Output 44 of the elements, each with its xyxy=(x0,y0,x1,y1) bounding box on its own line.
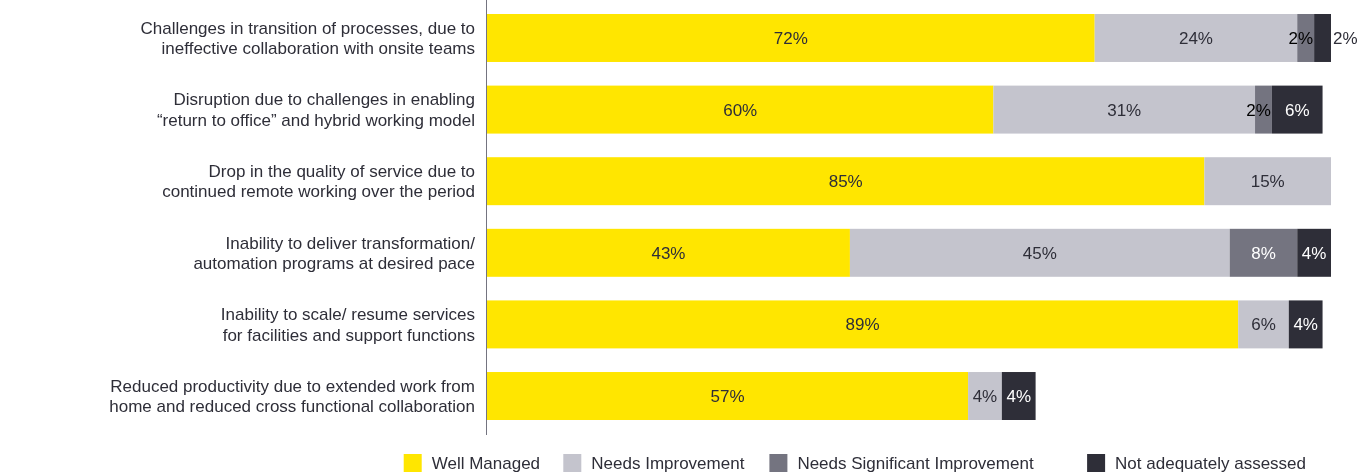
data-label: 45% xyxy=(1022,243,1057,263)
bar xyxy=(1001,372,1036,420)
bar xyxy=(1271,85,1323,134)
data-label: 8% xyxy=(1251,243,1276,263)
legend-label: Needs Improvement xyxy=(591,453,745,473)
bar xyxy=(968,372,1002,420)
legend-label: Needs Significant Improvement xyxy=(797,453,1034,473)
data-label: 6% xyxy=(1284,100,1310,120)
bar xyxy=(849,228,1230,277)
data-label: 72% xyxy=(773,28,808,48)
legend-label: Not adequately assessed xyxy=(1115,453,1307,473)
data-label: 4% xyxy=(972,386,998,406)
bar xyxy=(1314,14,1331,62)
data-label: 4% xyxy=(1293,315,1318,335)
bar xyxy=(1238,300,1289,349)
bar xyxy=(1297,228,1331,277)
bar xyxy=(487,228,850,277)
data-label: 31% xyxy=(1107,100,1142,120)
bar xyxy=(487,85,994,134)
data-label: 43% xyxy=(651,243,686,263)
data-label: 57% xyxy=(710,386,745,406)
y-tick-label: Challenges in transition of processes, due to ineffective collaboration with onsite teams xyxy=(140,18,475,59)
bar xyxy=(487,14,1095,62)
data-label: 24% xyxy=(1178,28,1213,48)
y-tick-label: Drop in the quality of service due to continued remote working over the period xyxy=(162,161,475,202)
y-tick-label: Reduced productivity due to extended work from home and reduced cross functional collaboration xyxy=(109,376,475,417)
bar xyxy=(1229,228,1298,277)
data-label: 60% xyxy=(723,100,758,120)
bar xyxy=(487,372,969,420)
data-label: 4% xyxy=(1301,243,1327,263)
bar xyxy=(1204,157,1331,206)
y-tick-label: Inability to deliver transformation/ automation programs at desired pace xyxy=(193,233,476,273)
legend-label: Well Managed xyxy=(431,453,541,473)
data-label: 2% xyxy=(1333,28,1358,48)
bar xyxy=(1288,300,1323,349)
bar xyxy=(487,300,1239,349)
y-tick-label: Disruption due to challenges in enabling “return to office” and hybrid working model xyxy=(156,90,475,130)
data-label: 4% xyxy=(1006,386,1032,406)
data-label: 89% xyxy=(845,315,880,335)
data-label: 15% xyxy=(1250,172,1285,192)
y-tick-label: Inability to scale/ resume services for facilities and support functions xyxy=(220,305,475,345)
bar xyxy=(487,157,1205,206)
data-label: 85% xyxy=(828,172,863,192)
data-label: 6% xyxy=(1251,315,1276,335)
